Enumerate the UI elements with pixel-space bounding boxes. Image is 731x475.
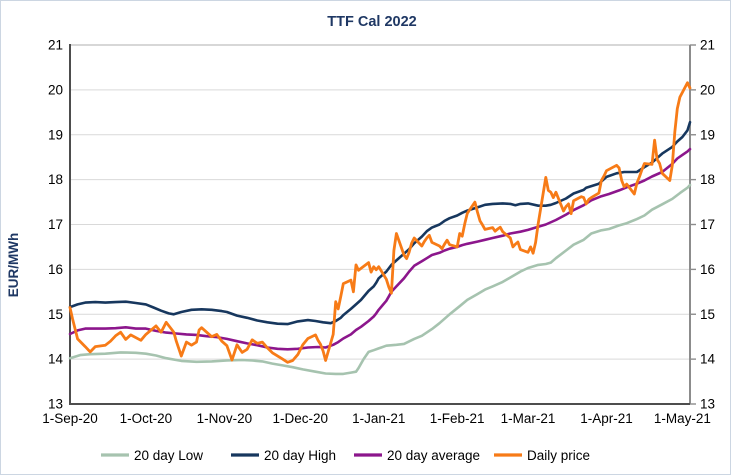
y-tick-label-left: 21: [48, 38, 63, 53]
x-tick-label: 1-Oct-20: [120, 411, 173, 426]
legend-item-label: Daily price: [527, 448, 590, 463]
y-tick-label-right: 13: [700, 397, 715, 412]
x-tick-label: 1-Mar-21: [501, 411, 556, 426]
series-line-20-day-low: [68, 183, 692, 376]
y-tick-label-left: 13: [48, 397, 63, 412]
legend-item-label: 20 day average: [387, 448, 480, 463]
y-tick-label-right: 19: [700, 127, 715, 142]
y-tick-label-right: 14: [700, 352, 716, 367]
y-tick-label-right: 18: [700, 172, 715, 187]
series-lines: [68, 81, 692, 376]
chart-title: TTF Cal 2022: [327, 14, 416, 30]
series-line-20-day-high: [68, 120, 692, 326]
y-axis-title: EUR/MWh: [6, 233, 21, 298]
y-tick-label-left: 20: [48, 82, 63, 97]
y-tick-label-right: 15: [700, 307, 715, 322]
legend: 20 day Low 20 day High 20 day average Daily…: [101, 448, 590, 463]
x-tick-label: 1-Feb-21: [430, 411, 485, 426]
y-tick-label-left: 15: [48, 307, 63, 322]
y-tick-label-right: 17: [700, 217, 715, 232]
legend-item: 20 day High: [231, 448, 336, 463]
x-tick-label: 1-Apr-21: [580, 411, 633, 426]
x-tick-label: 1-Sep-20: [42, 411, 98, 426]
gridlines: [70, 89, 690, 360]
y-tick-label-right: 16: [700, 262, 715, 277]
x-tick-label: 1-Dec-20: [273, 411, 329, 426]
y-tick-label-left: 19: [48, 127, 63, 142]
y-tick-label-right: 21: [700, 38, 715, 53]
legend-item: 20 day Low: [101, 448, 203, 463]
y-tick-label-left: 18: [48, 172, 63, 187]
legend-item: 20 day average: [354, 448, 480, 463]
y-tick-label-left: 17: [48, 217, 63, 232]
y-tick-label-right: 20: [700, 82, 715, 97]
legend-item: Daily price: [494, 448, 590, 463]
y-tick-label-left: 14: [48, 352, 64, 367]
axis-labels: 13 13 14 14 15 15 16 16 17 17 18 18 19 19 20 20 21 21 1-Se…: [42, 38, 715, 427]
legend-item-label: 20 day High: [264, 448, 336, 463]
legend-item-label: 20 day Low: [134, 448, 203, 463]
axes: [69, 44, 696, 405]
x-tick-label: 1-May-21: [654, 411, 711, 426]
x-tick-label: 1-Jan-21: [352, 411, 405, 426]
series-line-daily-price: [68, 81, 692, 364]
x-tick-label: 1-Nov-20: [197, 411, 253, 426]
y-tick-label-left: 16: [48, 262, 63, 277]
